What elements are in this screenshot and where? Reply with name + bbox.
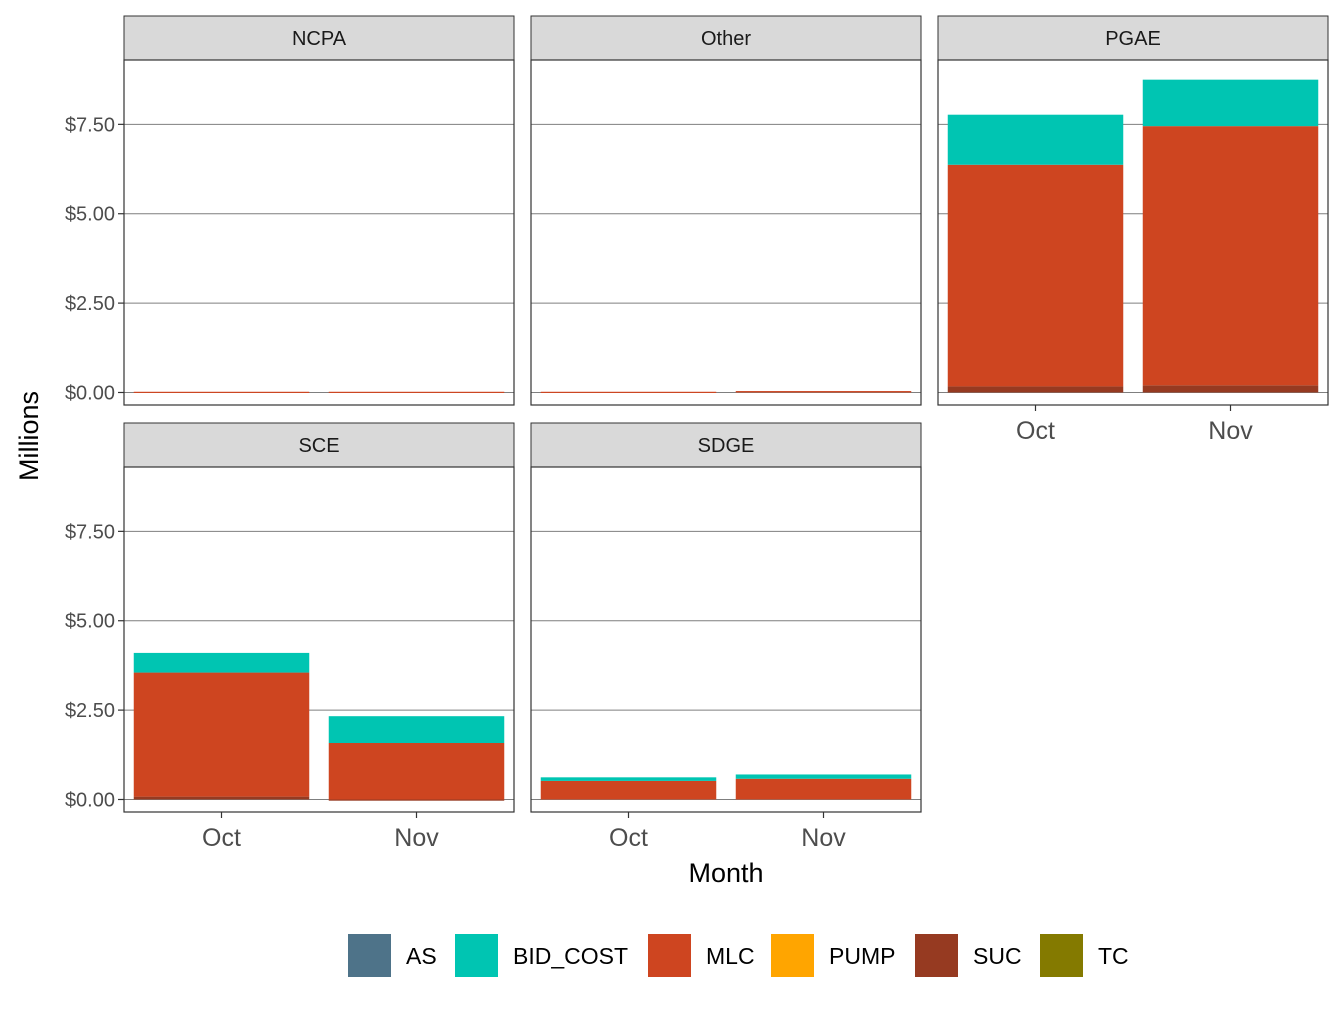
y-tick-label: $0.00: [65, 382, 115, 404]
bar-other-oct-mlc: [540, 391, 717, 393]
y-tick-label: $7.50: [65, 521, 115, 543]
panel-border-ncpa: [123, 59, 515, 406]
legend-key-as: [348, 934, 391, 977]
x-tick-label: Oct: [202, 824, 241, 852]
bar-sdge-nov-bid-cost: [735, 774, 912, 779]
legend-label-tc: TC: [1098, 943, 1129, 969]
bar-sce-nov-bid-cost: [328, 716, 505, 743]
y-tick-label: $2.50: [65, 700, 115, 722]
x-axis-title: Month: [688, 858, 763, 888]
facet-strip-sce: [123, 422, 515, 468]
bar-sdge-oct-mlc: [540, 780, 717, 800]
facet-strip-sdge: [530, 422, 922, 468]
bar-sce-oct-suc: [133, 796, 310, 800]
x-tick-label: Oct: [1016, 417, 1055, 445]
facet-label-sdge: SDGE: [698, 435, 755, 457]
bar-sdge-nov-mlc: [735, 778, 912, 800]
bar-sce-nov-mlc: [328, 743, 505, 800]
x-tick-label: Nov: [1208, 417, 1253, 445]
y-tick-label: $5.00: [65, 611, 115, 633]
panel-border-sdge: [530, 466, 922, 813]
facet-strip-ncpa: [123, 15, 515, 61]
legend-label-suc: SUC: [973, 943, 1022, 969]
x-tick-label: Nov: [801, 824, 846, 852]
y-tick-label: $7.50: [65, 114, 115, 136]
legend-label-as: AS: [406, 943, 437, 969]
bar-ncpa-nov-mlc: [328, 391, 505, 393]
panel-background-ncpa: [124, 60, 514, 405]
facet-label-other: Other: [701, 28, 751, 50]
bar-sce-oct-bid-cost: [133, 652, 310, 673]
legend-key-suc: [915, 934, 958, 977]
bar-pgae-nov-mlc: [1142, 126, 1319, 386]
panel-background-other: [531, 60, 921, 405]
panel-border-other: [530, 59, 922, 406]
bar-other-nov-mlc: [735, 391, 912, 393]
panel-border-pgae: [937, 59, 1329, 406]
x-tick-label: Oct: [609, 824, 648, 852]
legend-label-pump: PUMP: [829, 943, 895, 969]
legend-key-mlc: [648, 934, 691, 977]
y-tick-label: $0.00: [65, 789, 115, 811]
bar-pgae-oct-bid-cost: [947, 114, 1124, 165]
bar-sce-nov-suc: [328, 799, 505, 801]
legend-label-bid-cost: BID_COST: [513, 943, 628, 969]
facet-label-ncpa: NCPA: [292, 28, 347, 50]
facet-strip-pgae: [937, 15, 1329, 61]
bar-sce-oct-mlc: [133, 672, 310, 797]
panel-border-sce: [123, 466, 515, 813]
legend-key-pump: [771, 934, 814, 977]
legend-key-bid-cost: [455, 934, 498, 977]
bar-ncpa-oct-mlc: [133, 391, 310, 393]
bar-pgae-nov-bid-cost: [1142, 79, 1319, 127]
facet-label-sce: SCE: [298, 435, 339, 457]
bar-pgae-oct-suc: [947, 386, 1124, 393]
y-tick-label: $2.50: [65, 293, 115, 315]
legend-label-mlc: MLC: [706, 943, 755, 969]
bar-sdge-oct-bid-cost: [540, 777, 717, 781]
x-tick-label: Nov: [394, 824, 439, 852]
y-tick-label: $5.00: [65, 204, 115, 226]
bar-pgae-nov-suc: [1142, 385, 1319, 393]
facet-strip-other: [530, 15, 922, 61]
legend-key-tc: [1040, 934, 1083, 977]
panel-background-sdge: [531, 467, 921, 812]
bar-pgae-oct-mlc: [947, 164, 1124, 387]
y-axis-title: Millions: [14, 391, 44, 481]
facet-label-pgae: PGAE: [1105, 28, 1161, 50]
